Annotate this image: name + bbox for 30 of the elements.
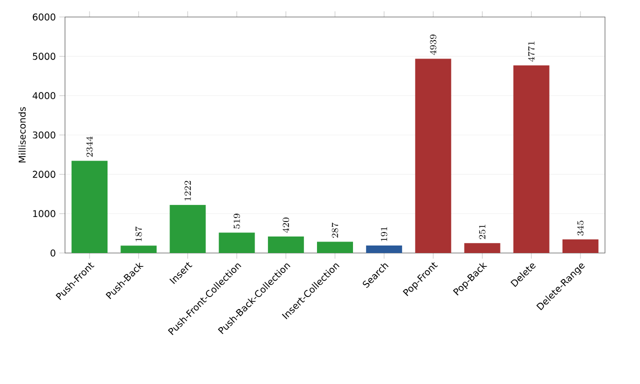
- bar: [120, 246, 157, 253]
- bar: [513, 65, 550, 253]
- bar: [562, 239, 598, 253]
- y-tick-label: 6000: [32, 13, 56, 21]
- bar: [415, 58, 452, 253]
- y-tick-label: 3000: [32, 131, 56, 139]
- data-label: 251: [479, 224, 486, 240]
- bar: [218, 232, 255, 253]
- data-label: 4771: [528, 42, 535, 62]
- data-label: 345: [577, 220, 584, 236]
- bar: [464, 243, 500, 253]
- bar: [317, 242, 353, 253]
- data-label: 420: [282, 218, 290, 233]
- y-tick-label: 2000: [32, 170, 56, 178]
- data-label: 287: [332, 222, 338, 238]
- bar: [170, 204, 206, 253]
- data-label: 191: [380, 227, 388, 242]
- data-label: 1222: [184, 180, 191, 201]
- y-tick-label: 1000: [33, 210, 56, 218]
- data-label: 187: [135, 226, 142, 242]
- y-axis-title: Milliseconds: [18, 107, 26, 162]
- data-label: 519: [234, 214, 240, 229]
- bar: [366, 245, 402, 253]
- data-label: 2344: [86, 136, 93, 157]
- bar: [72, 160, 108, 253]
- y-tick-label: 5000: [32, 52, 56, 60]
- y-tick-label: 0: [50, 249, 56, 257]
- bar: [268, 236, 304, 253]
- y-tick-label: 4000: [32, 92, 56, 100]
- data-label: 4939: [430, 34, 436, 55]
